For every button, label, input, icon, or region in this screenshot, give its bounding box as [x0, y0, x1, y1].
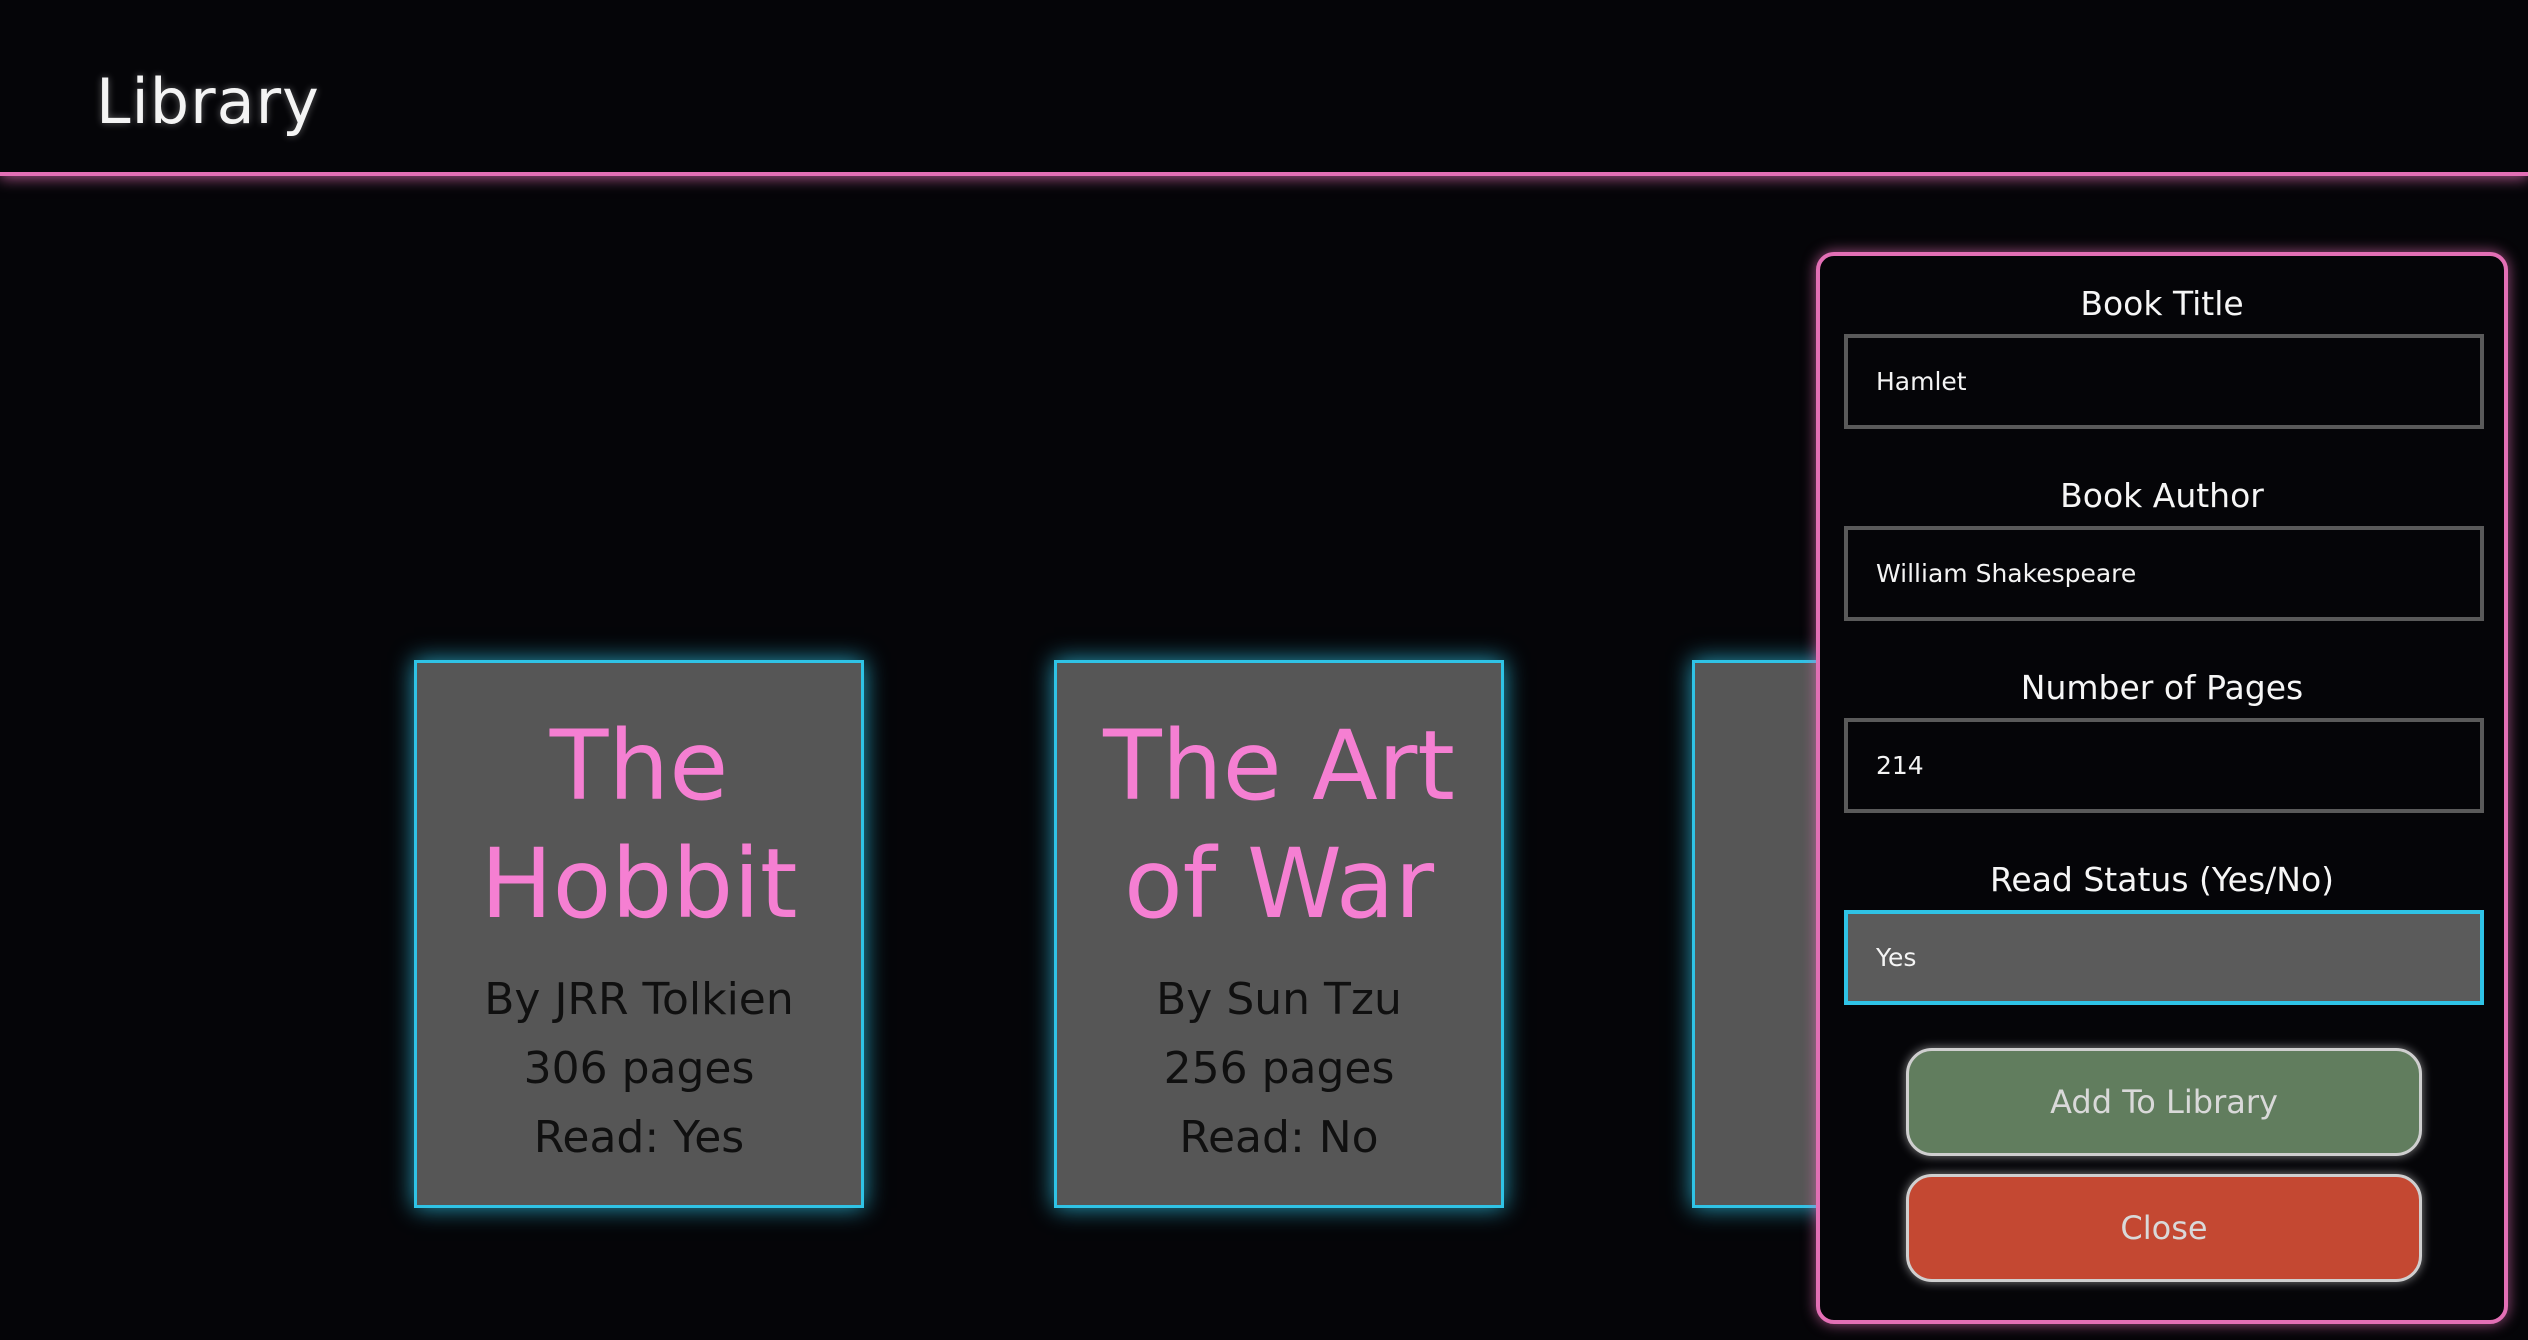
number-of-pages-input[interactable] — [1844, 718, 2484, 813]
book-pages: 256 pages — [1163, 1043, 1395, 1094]
book-card: The Hobbit By JRR Tolkien 306 pages Read… — [414, 660, 864, 1208]
book-pages: 306 pages — [523, 1043, 755, 1094]
book-author: By JRR Tolkien — [484, 974, 794, 1025]
book-author-label: Book Author — [2060, 476, 2264, 515]
close-button[interactable]: Close — [1906, 1174, 2422, 1282]
add-to-library-button[interactable]: Add To Library — [1906, 1048, 2422, 1156]
book-title-label: Book Title — [2080, 284, 2244, 323]
read-status-input[interactable] — [1844, 910, 2484, 1005]
number-of-pages-label: Number of Pages — [2020, 668, 2304, 707]
book-read-status: Read: No — [1179, 1112, 1379, 1163]
book-author: By Sun Tzu — [1156, 974, 1402, 1025]
book-title: The Hobbit — [480, 710, 798, 940]
header-bar: Library — [0, 0, 2528, 176]
book-title-input[interactable] — [1844, 334, 2484, 429]
read-status-label: Read Status (Yes/No) — [1989, 860, 2335, 899]
book-card: The Art of War By Sun Tzu 256 pages Read… — [1054, 660, 1504, 1208]
page-title: Library — [96, 65, 320, 138]
add-book-form: Book Title Book Author Number of Pages R… — [1816, 252, 2508, 1324]
book-title: The Art of War — [1103, 710, 1455, 940]
book-read-status: Read: Yes — [533, 1112, 745, 1163]
book-author-input[interactable] — [1844, 526, 2484, 621]
